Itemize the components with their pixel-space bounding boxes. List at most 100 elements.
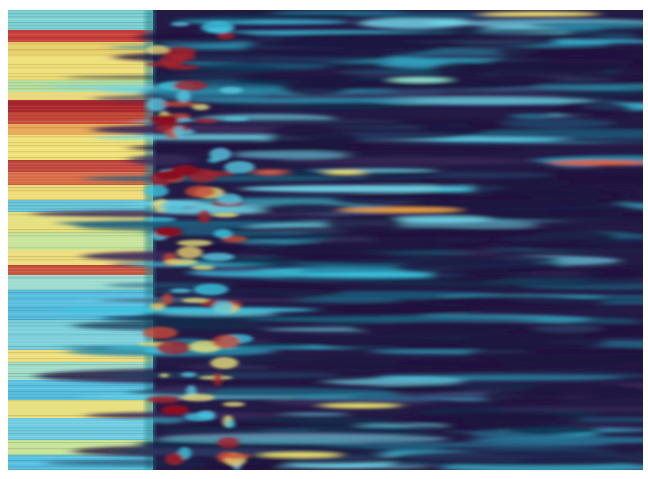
fine-stripe [8, 49, 153, 50]
blob [182, 298, 209, 303]
streak [498, 119, 615, 128]
blob [219, 453, 251, 458]
blob [145, 217, 176, 222]
blob [223, 402, 245, 407]
blob [214, 229, 232, 238]
fine-stripe [8, 388, 153, 389]
fine-stripe [8, 292, 153, 293]
blob [156, 341, 191, 354]
fine-stripe [8, 433, 153, 434]
fine-stripe [8, 109, 153, 110]
fine-stripe [8, 142, 153, 143]
fine-stripe [8, 361, 153, 362]
fine-stripe [8, 94, 153, 95]
fine-stripe [8, 289, 153, 290]
dark-streak [237, 72, 362, 81]
bright-streak [480, 12, 600, 17]
streak [155, 434, 447, 444]
fine-stripe [8, 79, 153, 80]
fine-stripe [8, 34, 153, 35]
blob [154, 227, 182, 237]
blob [201, 21, 234, 33]
blob [201, 253, 234, 261]
streak [509, 114, 553, 119]
fine-stripe [8, 172, 153, 173]
fine-stripe [8, 166, 153, 167]
fine-stripe [8, 67, 153, 68]
streak [391, 216, 491, 223]
blob [194, 284, 229, 295]
fine-stripe [8, 52, 153, 53]
blob [217, 193, 241, 204]
striped-region [8, 10, 155, 470]
fine-stripe [8, 250, 153, 251]
fine-stripe [8, 16, 153, 17]
blob [161, 405, 189, 415]
fine-stripe [8, 304, 153, 305]
fine-stripe [8, 145, 153, 146]
fine-stripe [8, 115, 153, 116]
fine-stripe [8, 82, 153, 83]
bright-streak [255, 170, 285, 175]
blob [161, 200, 185, 212]
dark-streak [378, 386, 471, 393]
fine-stripe [8, 277, 153, 278]
fine-stripe [8, 25, 153, 26]
blob [181, 372, 197, 377]
streak [293, 298, 400, 303]
dark-streak [399, 412, 584, 426]
blob [159, 373, 169, 377]
fine-stripe [8, 430, 153, 431]
fine-stripe [8, 31, 153, 32]
fine-stripe [8, 247, 153, 248]
page: (() => { const data = JSON.parse(documen… [0, 0, 648, 479]
fine-stripe [8, 445, 153, 446]
blob [177, 246, 203, 258]
blob [150, 303, 165, 311]
fine-stripe [8, 61, 153, 62]
fine-stripe [8, 199, 153, 200]
dark-streak [194, 421, 311, 428]
dark-streak [138, 31, 265, 43]
blob [210, 357, 238, 369]
fine-stripe [8, 421, 153, 422]
fine-stripe [8, 181, 153, 182]
fine-stripe [8, 385, 153, 386]
fine-stripe [8, 418, 153, 419]
fine-stripe [8, 367, 153, 368]
blob [177, 240, 212, 247]
blob [181, 394, 215, 401]
fine-stripe [8, 313, 153, 314]
fine-stripe [8, 274, 153, 275]
streak [282, 157, 537, 165]
blob [185, 186, 215, 198]
fine-stripe [8, 169, 153, 170]
blob [213, 372, 222, 386]
fine-stripe [8, 103, 153, 104]
fine-stripe [8, 163, 153, 164]
streak [233, 151, 350, 159]
fine-stripe [8, 124, 153, 125]
heatmap-image [0, 0, 648, 479]
fine-stripe [8, 295, 153, 296]
streak [429, 373, 648, 379]
fine-stripe [8, 112, 153, 113]
fine-stripe [8, 40, 153, 41]
fine-stripe [8, 343, 153, 344]
fine-stripe [8, 400, 153, 401]
dark-streak [524, 187, 632, 200]
blob [162, 294, 173, 305]
fine-stripe [8, 154, 153, 155]
fine-stripe [8, 457, 153, 458]
blob [176, 91, 191, 103]
fine-stripe [8, 187, 153, 188]
fine-stripe [8, 193, 153, 194]
fine-stripe [8, 22, 153, 23]
dark-streak [431, 62, 495, 75]
fine-stripe [8, 442, 153, 443]
fine-stripe [8, 175, 153, 176]
blob [171, 22, 190, 26]
heatmap-area [8, 10, 648, 473]
dark-streak [581, 266, 648, 280]
fine-stripe [8, 436, 153, 437]
